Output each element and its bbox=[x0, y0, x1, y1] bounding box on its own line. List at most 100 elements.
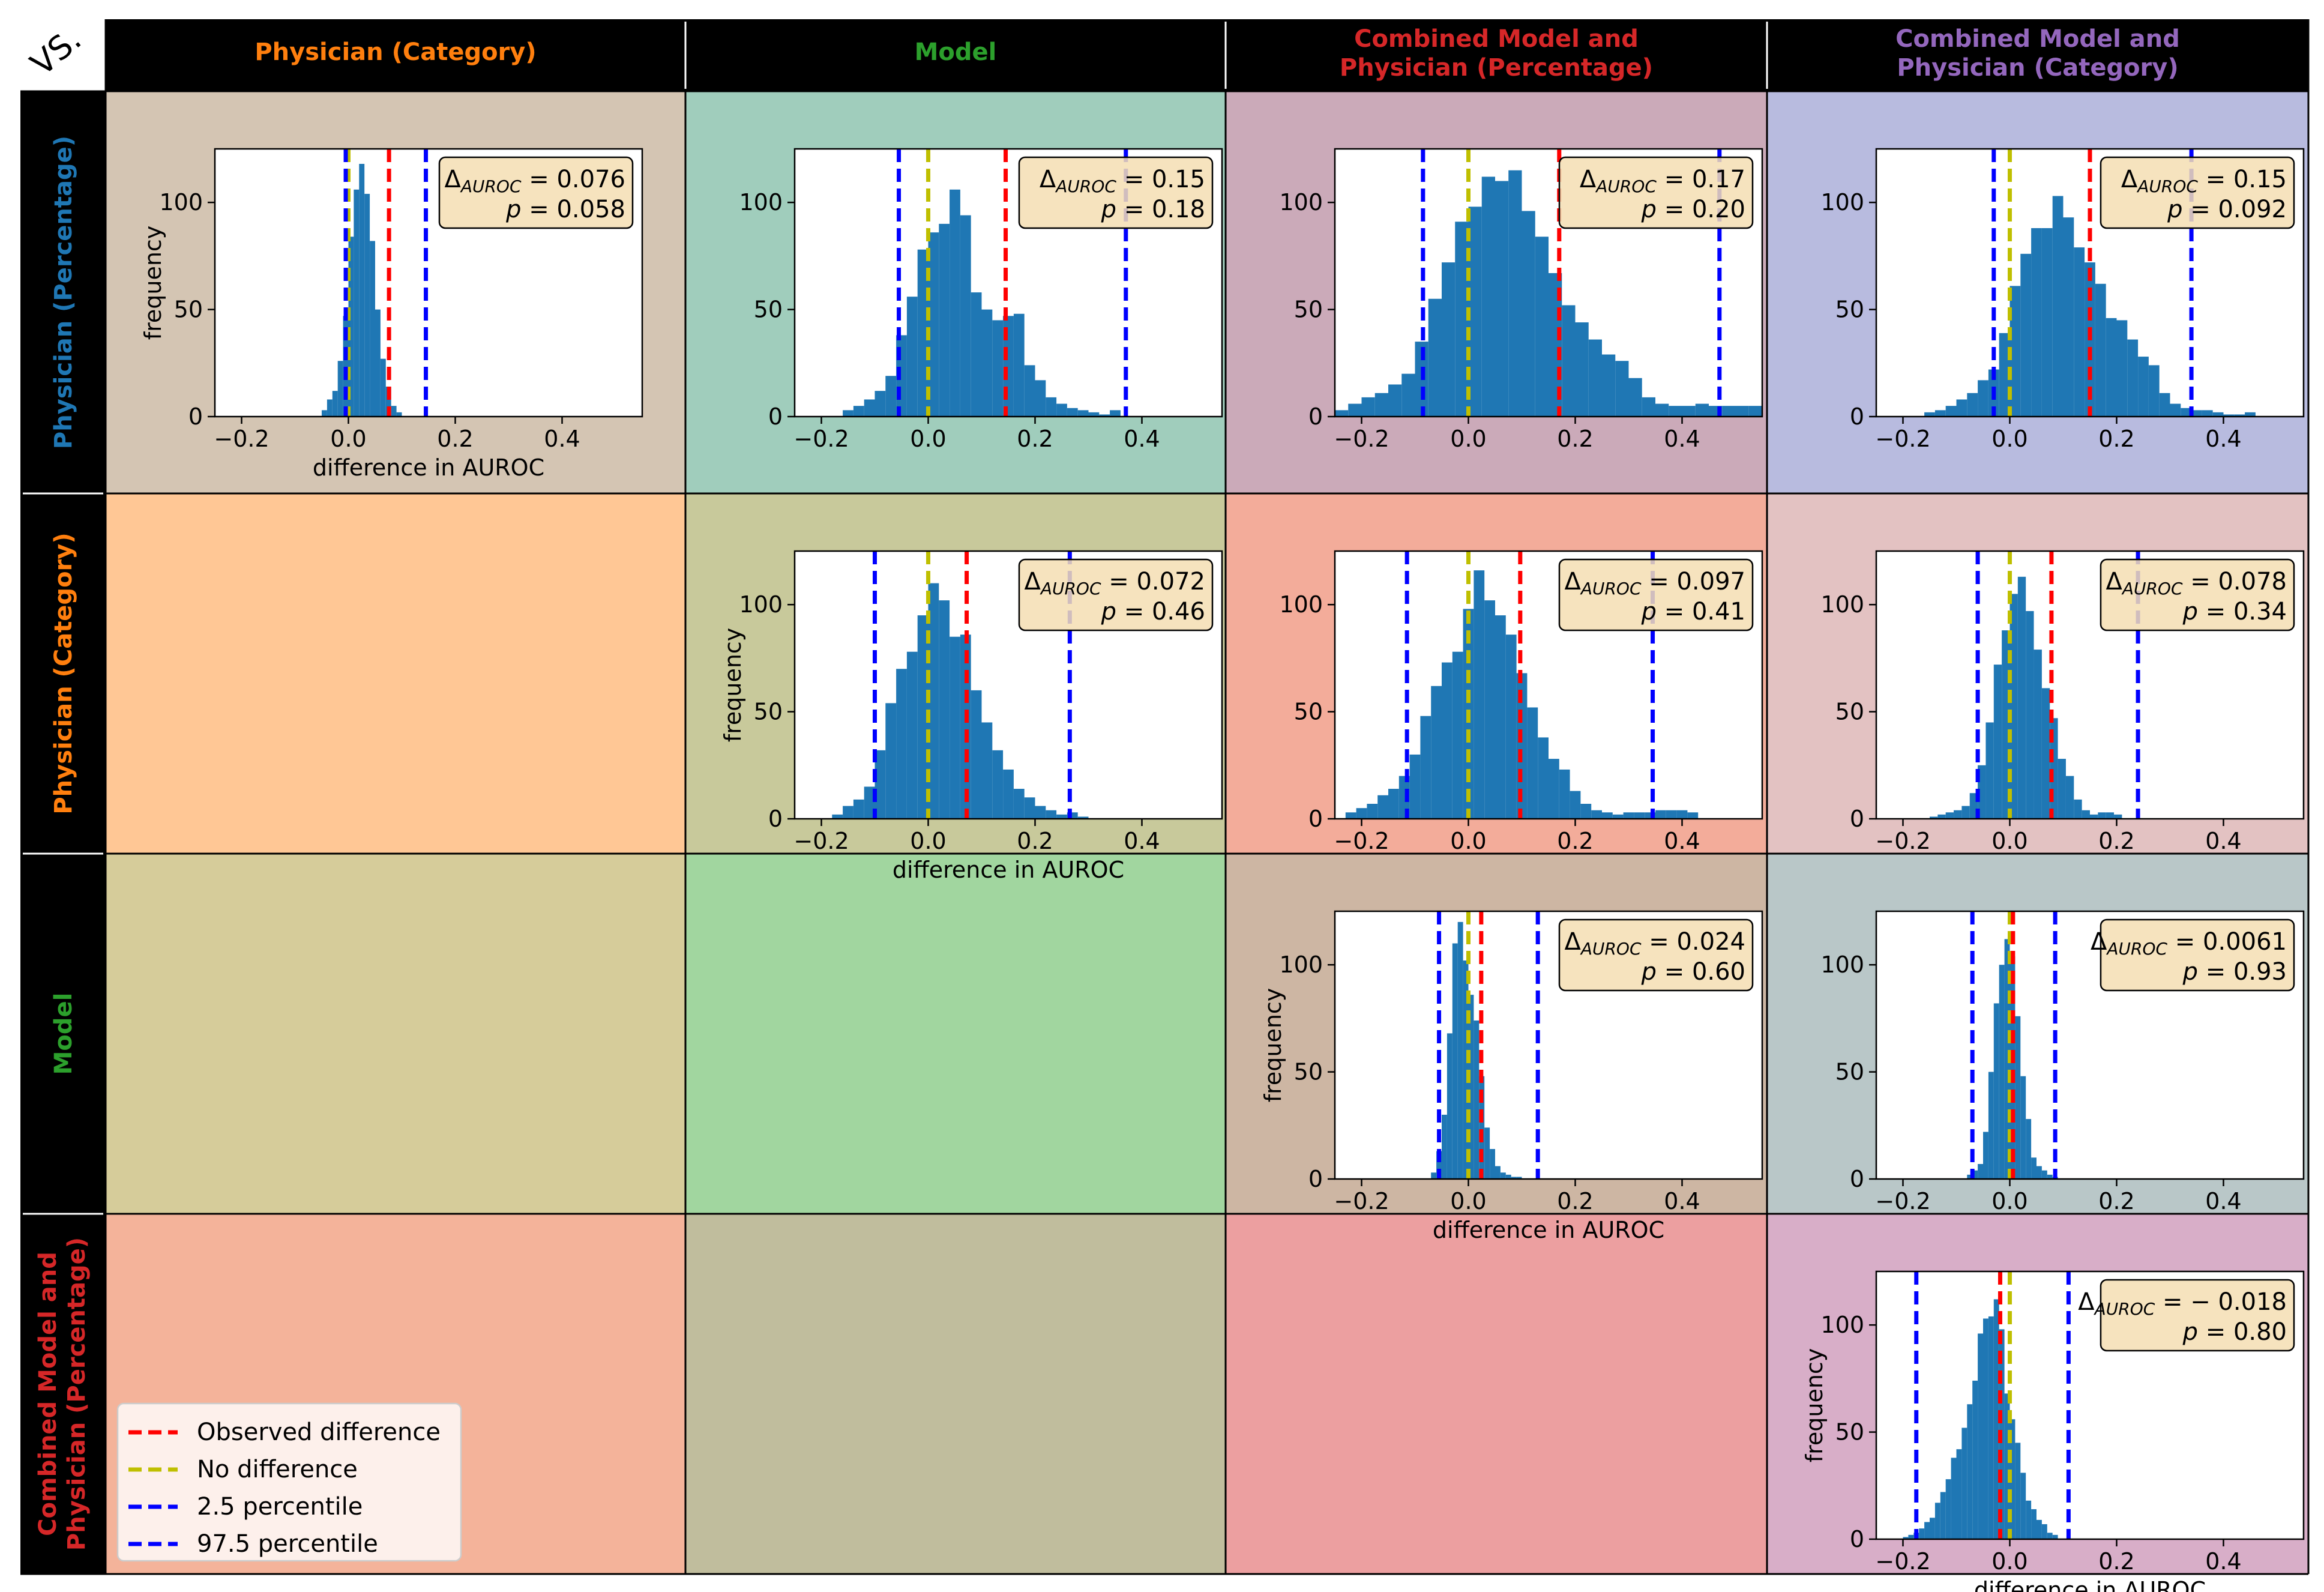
histogram-bar bbox=[864, 786, 875, 819]
histogram-bar bbox=[2047, 1533, 2053, 1539]
histogram-bar bbox=[2074, 247, 2085, 417]
y-tick-label: 50 bbox=[1835, 1419, 1864, 1446]
y-tick-label: 50 bbox=[1294, 1059, 1323, 1085]
p-value-text: p = 0.34 bbox=[2182, 598, 2287, 626]
annotation-background bbox=[2100, 918, 2295, 992]
histogram-bar bbox=[2047, 1174, 2053, 1179]
column-header-line: Physician (Category) bbox=[1897, 54, 2178, 82]
delta-symbol: Δ bbox=[1564, 568, 1581, 595]
histogram-bar bbox=[1612, 814, 1624, 819]
p-value-text: p = 0.60 bbox=[1641, 958, 1745, 986]
x-tick-label: 0.4 bbox=[1664, 1188, 1700, 1214]
bars bbox=[1967, 911, 2058, 1179]
x-tick-label: 0.0 bbox=[910, 828, 946, 854]
histogram-bar bbox=[1722, 406, 1736, 417]
histogram-bar bbox=[1455, 222, 1469, 417]
p-symbol: p bbox=[1641, 958, 1657, 986]
y-axis-label: frequency bbox=[720, 628, 746, 743]
delta-symbol: Δ bbox=[1024, 568, 1041, 595]
histogram-bar bbox=[2159, 393, 2170, 417]
histogram-bar bbox=[1024, 365, 1035, 417]
histogram-bar bbox=[1676, 810, 1688, 819]
x-tick-label: 0.2 bbox=[2098, 426, 2134, 452]
delta-value: − 0.018 bbox=[2190, 1288, 2287, 1316]
histogram-bar bbox=[337, 361, 343, 417]
p-value-text: p = 0.092 bbox=[2167, 196, 2287, 223]
p-value: 0.41 bbox=[1692, 598, 1745, 626]
plot-frame bbox=[1334, 550, 1763, 820]
histogram-bar bbox=[1409, 754, 1421, 819]
histogram-r1-c1: −0.2 0.0 0.2 0.4 0 50 100 difference in AUROC fr… bbox=[720, 550, 1223, 883]
y-tick-label: 0 bbox=[1308, 403, 1323, 430]
y-tick-label: 0 bbox=[1308, 1166, 1323, 1192]
p-symbol: p bbox=[1641, 196, 1657, 223]
x-tick-label: 0.0 bbox=[1450, 828, 1486, 854]
histogram-bar bbox=[354, 189, 360, 417]
annotation-background bbox=[1558, 558, 1754, 632]
histogram-bar bbox=[1972, 1380, 1978, 1539]
histogram-bar bbox=[380, 358, 386, 417]
histogram-bar bbox=[2031, 1509, 2037, 1539]
x-tick-label: 0.4 bbox=[2205, 828, 2241, 854]
annotation-background bbox=[2100, 1279, 2295, 1352]
y-tick-label: 50 bbox=[754, 699, 783, 725]
p-symbol: p bbox=[1641, 598, 1657, 626]
p-symbol: p bbox=[2182, 598, 2198, 626]
annotation-background bbox=[2100, 558, 2295, 632]
p-symbol: p bbox=[2182, 958, 2198, 986]
histogram-bar bbox=[2116, 320, 2128, 417]
delta-auroc-text: ΔAUROC = 0.078 bbox=[2106, 568, 2287, 599]
histogram-bar bbox=[1490, 1149, 1495, 1179]
x-tick-label: 0.0 bbox=[1991, 828, 2027, 854]
histogram-bar bbox=[1687, 812, 1699, 819]
row-header-2: Model bbox=[50, 993, 77, 1075]
histogram-bar bbox=[1562, 305, 1576, 417]
row-header-text: Physician (Category) bbox=[50, 532, 77, 814]
x-tick-label: 0.0 bbox=[330, 426, 366, 452]
histogram-bar bbox=[2009, 1419, 2015, 1539]
histogram-bar bbox=[1615, 361, 1629, 417]
x-tick-label: 0.0 bbox=[1450, 426, 1486, 452]
p-value: 0.18 bbox=[1152, 196, 1205, 223]
histogram-bar bbox=[1945, 812, 1954, 819]
histogram-bar bbox=[348, 237, 354, 417]
histogram-bar bbox=[1575, 322, 1589, 417]
histogram-bar bbox=[1645, 812, 1655, 819]
bars bbox=[322, 149, 429, 417]
column-header-1: Model bbox=[915, 38, 997, 66]
p-symbol: p bbox=[2182, 1318, 2198, 1346]
histogram-bar bbox=[1452, 943, 1458, 1179]
histogram-bar bbox=[359, 163, 365, 417]
plot-frame bbox=[1875, 550, 2305, 820]
histogram-bar bbox=[370, 241, 375, 417]
histogram-bar bbox=[1463, 960, 1469, 1179]
delta-auroc-text: ΔAUROC = − 0.018 bbox=[2078, 1288, 2287, 1319]
histogram-bar bbox=[1642, 397, 1655, 417]
histogram-bar bbox=[2009, 956, 2015, 1179]
histogram-bar bbox=[1511, 1177, 1517, 1179]
histogram-bar bbox=[906, 297, 918, 417]
histogram-bar bbox=[2098, 812, 2106, 819]
p-value-text: p = 0.18 bbox=[1101, 196, 1205, 223]
histogram-bar bbox=[1666, 810, 1677, 819]
y-tick-label: 100 bbox=[1820, 189, 1864, 216]
histogram-bar bbox=[1940, 1492, 1946, 1539]
p-value-text: p = 0.41 bbox=[1641, 598, 1745, 626]
histogram-bar bbox=[1978, 1333, 1983, 1539]
delta-value: 0.15 bbox=[1152, 166, 1205, 193]
histogram-bar bbox=[1999, 965, 2005, 1179]
histogram-bar bbox=[1930, 816, 1938, 819]
delta-subscript: AUROC bbox=[2094, 1299, 2155, 1319]
delta-auroc-text: ΔAUROC = 0.072 bbox=[1024, 568, 1205, 599]
histogram-bar bbox=[1335, 410, 1349, 417]
x-tick-label: 0.0 bbox=[1991, 1548, 2027, 1575]
p-equals: = bbox=[1657, 196, 1692, 223]
y-axis-label: frequency bbox=[1801, 1348, 1828, 1463]
delta-value: 0.0061 bbox=[2203, 928, 2287, 956]
legend-label: 97.5 percentile bbox=[197, 1530, 378, 1558]
histogram-bar bbox=[1035, 806, 1046, 819]
histogram-bar bbox=[2052, 1534, 2058, 1539]
row-header-line: Combined Model and bbox=[34, 1252, 62, 1536]
histogram-bar bbox=[2026, 611, 2034, 819]
